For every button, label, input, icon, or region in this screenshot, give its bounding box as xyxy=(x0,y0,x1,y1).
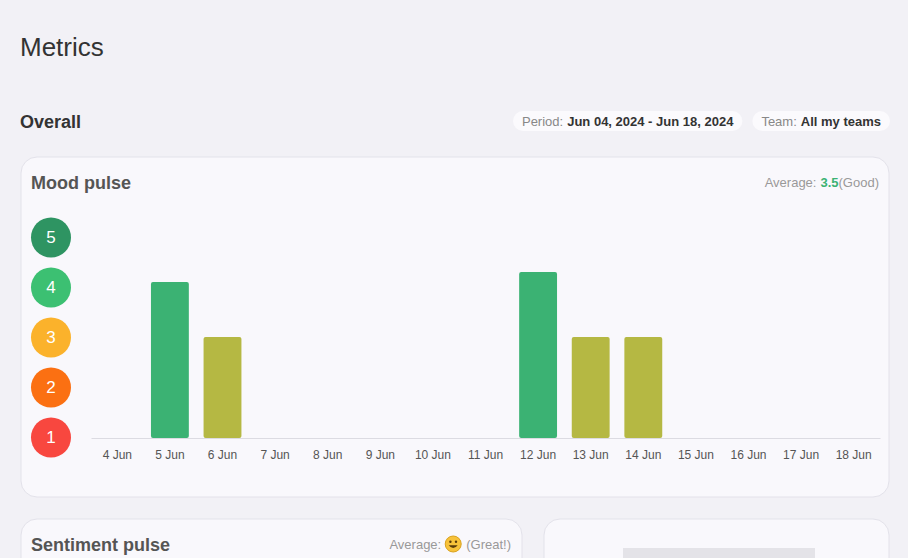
x-tick: 13 Jun xyxy=(573,438,609,462)
pill-background xyxy=(752,111,890,131)
x-tick: 6 Jun xyxy=(208,438,237,462)
x-tick-label: 6 Jun xyxy=(208,448,237,462)
x-tick-label: 4 Jun xyxy=(103,448,132,462)
x-tick-label: 10 Jun xyxy=(415,448,451,462)
x-tick-label: 5 Jun xyxy=(155,448,184,462)
x-tick-label: 9 Jun xyxy=(366,448,395,462)
average: Average:3.5(Good) xyxy=(765,175,879,190)
y-axis: 1 2 3 4 5 xyxy=(31,218,71,458)
x-tick-label: 15 Jun xyxy=(678,448,714,462)
x-tick: 14 Jun xyxy=(625,438,661,462)
pill-value: Jun 04, 2024 - Jun 18, 2024 xyxy=(567,114,734,129)
filter-pill: Team: All my teams xyxy=(752,111,890,131)
filter-pill: Period: Jun 04, 2024 - Jun 18, 2024 xyxy=(513,111,742,131)
x-tick: 18 Jun xyxy=(836,438,872,462)
x-axis: 4 Jun 5 Jun 6 Jun 7 Jun 8 Jun 9 Jun 10 Jun 11 J… xyxy=(92,438,881,462)
card xyxy=(21,157,889,497)
y-tick-badge xyxy=(31,268,71,308)
average-label: Average: xyxy=(765,175,817,190)
x-tick-label: 13 Jun xyxy=(573,448,609,462)
pill-label: Period: xyxy=(522,114,563,129)
x-tick-label: 12 Jun xyxy=(520,448,556,462)
x-tick: 8 Jun xyxy=(313,438,342,462)
x-tick-label: 18 Jun xyxy=(836,448,872,462)
bar xyxy=(572,337,610,438)
sentiment-icon xyxy=(445,536,461,552)
x-tick: 17 Jun xyxy=(783,438,819,462)
y-tick: 3 xyxy=(31,318,71,358)
y-tick: 4 xyxy=(31,268,71,308)
average-rating: (Good) xyxy=(839,175,879,190)
y-tick-badge xyxy=(31,318,71,358)
y-tick: 2 xyxy=(31,368,71,408)
page: Metrics Overall Team: All my teams Period: Ju… xyxy=(0,0,908,558)
y-tick-label: 2 xyxy=(46,378,55,397)
y-tick: 5 xyxy=(31,218,71,258)
x-tick-label: 14 Jun xyxy=(625,448,661,462)
x-tick: 10 Jun xyxy=(415,438,451,462)
x-tick-label: 11 Jun xyxy=(468,448,503,462)
card-placeholder xyxy=(623,548,815,558)
card xyxy=(21,519,522,558)
section-title: Overall xyxy=(20,112,81,132)
page-title: Metrics xyxy=(20,32,104,62)
y-tick-badge xyxy=(31,218,71,258)
y-tick-label: 1 xyxy=(46,428,55,447)
x-tick: 12 Jun xyxy=(520,438,556,462)
pill-label: Team: xyxy=(761,114,796,129)
x-tick: 9 Jun xyxy=(366,438,395,462)
x-tick: 16 Jun xyxy=(730,438,766,462)
y-tick-label: 5 xyxy=(46,228,55,247)
average-value: 3.5 xyxy=(820,175,838,190)
x-tick: 7 Jun xyxy=(260,438,289,462)
bars xyxy=(151,272,662,438)
y-tick-label: 3 xyxy=(46,328,55,347)
x-tick-label: 8 Jun xyxy=(313,448,342,462)
x-tick: 5 Jun xyxy=(155,438,184,462)
pill-text: Team: All my teams xyxy=(761,114,881,129)
x-tick: 15 Jun xyxy=(678,438,714,462)
card xyxy=(544,519,889,558)
bar xyxy=(204,337,242,438)
x-tick: 4 Jun xyxy=(103,438,132,462)
y-tick-badge xyxy=(31,418,71,458)
y-tick-badge xyxy=(31,368,71,408)
card-average-label: Average: xyxy=(389,537,441,552)
y-tick-label: 4 xyxy=(46,278,55,297)
x-tick-label: 16 Jun xyxy=(730,448,766,462)
pill-value: All my teams xyxy=(801,114,881,129)
x-axis-line xyxy=(92,438,881,439)
x-tick: 11 Jun xyxy=(468,438,503,462)
card-title: Sentiment pulse xyxy=(31,535,170,555)
chart-title: Mood pulse xyxy=(31,173,131,193)
bar xyxy=(151,282,189,438)
pill-background xyxy=(513,111,742,131)
bar xyxy=(624,337,662,438)
x-tick-label: 7 Jun xyxy=(260,448,289,462)
y-tick: 1 xyxy=(31,418,71,458)
card-average-rating: (Great!) xyxy=(466,537,511,552)
bar xyxy=(519,272,557,438)
x-tick-label: 17 Jun xyxy=(783,448,819,462)
pill-text: Period: Jun 04, 2024 - Jun 18, 2024 xyxy=(522,114,734,129)
